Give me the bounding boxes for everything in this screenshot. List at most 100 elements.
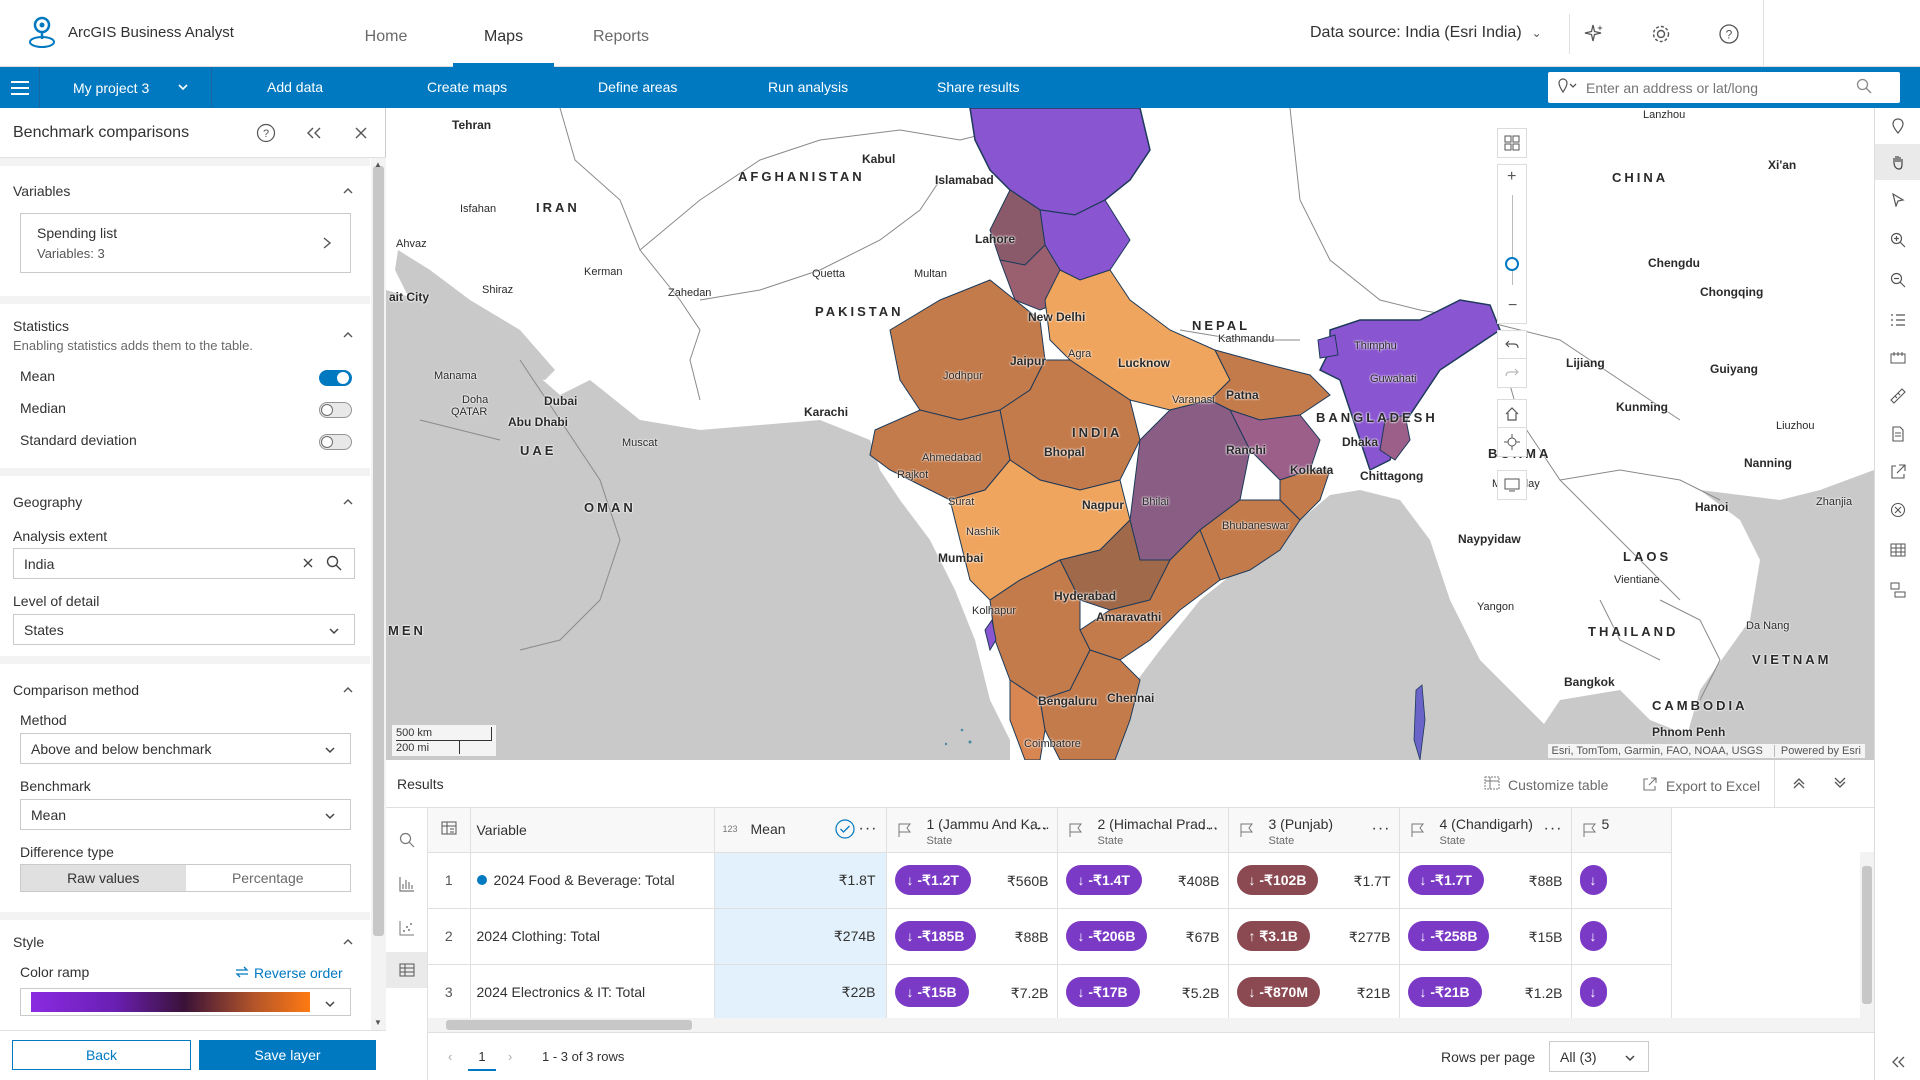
more-options-icon[interactable]: ···	[858, 820, 878, 837]
diff-percentage-option[interactable]: Percentage	[231, 870, 304, 886]
locate-icon[interactable]	[1497, 427, 1527, 457]
customize-table-button[interactable]: Customize table	[1484, 776, 1608, 793]
bar-chart-icon[interactable]	[397, 874, 417, 894]
legend-list-icon[interactable]	[1875, 302, 1920, 338]
map-view[interactable]: Mashhad Tehran Kabul AFGHANISTAN Islamabad Is…	[386, 108, 1874, 760]
pin-icon[interactable]	[1875, 108, 1920, 144]
difference-pill-partial[interactable]: ↓	[1579, 921, 1607, 951]
benchmark-check-icon[interactable]	[834, 819, 855, 842]
state-column-header[interactable]: 3 (Punjab) State ···	[1228, 808, 1400, 853]
method-select[interactable]: Above and below benchmark	[20, 733, 351, 764]
previous-page-icon[interactable]: ‹	[448, 1049, 453, 1064]
analysis-extent-input[interactable]: India	[13, 548, 355, 579]
page-number[interactable]: 1	[468, 1041, 496, 1071]
scroll-down-arrow-icon[interactable]: ▼	[374, 1018, 382, 1027]
scatter-plot-icon[interactable]	[397, 918, 417, 938]
export-excel-button[interactable]: Export to Excel	[1642, 776, 1760, 795]
difference-pill[interactable]: ↓ -₹1.7T	[1407, 865, 1484, 895]
compare-icon[interactable]	[1875, 572, 1920, 608]
help-icon[interactable]: ?	[1705, 14, 1753, 54]
difference-pill[interactable]: ↓ -₹185B	[894, 921, 977, 951]
zoom-to-icon[interactable]	[397, 830, 417, 850]
ai-assistant-icon[interactable]	[1569, 14, 1617, 54]
state-column-header[interactable]: 5	[1571, 808, 1672, 853]
difference-pill[interactable]: ↓ -₹1.2T	[894, 865, 971, 895]
tab-maps[interactable]: Maps	[453, 28, 554, 67]
difference-pill[interactable]: ↑ ₹3.1B	[1236, 921, 1310, 951]
data-source-dropdown[interactable]: Data source: India (Esri India) ⌄	[1310, 24, 1542, 42]
tab-reports[interactable]: Reports	[592, 28, 650, 45]
difference-pill[interactable]: ↓ -₹21B	[1407, 977, 1482, 1007]
difference-pill[interactable]: ↓ -₹258B	[1407, 921, 1490, 951]
expand-rail-icon[interactable]	[1875, 1044, 1920, 1080]
zoom-in-tool-icon[interactable]	[1875, 222, 1920, 258]
chevron-up-icon[interactable]	[342, 495, 354, 511]
table-row[interactable]: 1 2024 Food & Beverage: Total ₹1.8T ↓ -₹1.2…	[428, 852, 1672, 909]
help-icon[interactable]: ?	[255, 122, 277, 144]
rows-per-page-select[interactable]: All (3)	[1549, 1041, 1649, 1072]
undo-icon[interactable]	[1497, 330, 1527, 360]
location-pin-icon[interactable]	[1558, 78, 1578, 97]
diff-raw-values-option[interactable]: Raw values	[21, 865, 186, 891]
collapse-results-icon[interactable]	[1833, 776, 1847, 793]
difference-pill-partial[interactable]: ↓	[1579, 977, 1607, 1007]
panel-scrollbar-thumb[interactable]	[371, 166, 386, 936]
row-options-header[interactable]	[428, 808, 471, 853]
more-options-icon[interactable]: ···	[1200, 820, 1220, 837]
search-icon[interactable]	[1856, 78, 1872, 97]
redo-icon[interactable]	[1497, 358, 1527, 388]
zoom-out-icon[interactable]: −	[1508, 297, 1518, 314]
more-options-icon[interactable]: ···	[1543, 820, 1563, 837]
more-options-icon[interactable]: ···	[1371, 820, 1391, 837]
nav-add-data[interactable]: Add data	[267, 79, 324, 95]
variable-cell[interactable]: 2024 Electronics & IT: Total	[470, 964, 715, 1018]
chevron-up-icon[interactable]	[342, 935, 354, 951]
project-selector[interactable]: My project 3	[40, 67, 212, 108]
back-button[interactable]: Back	[12, 1040, 191, 1070]
spending-list-card[interactable]: Spending list Variables: 3	[20, 213, 351, 273]
difference-pill[interactable]: ↓ -₹206B	[1065, 921, 1148, 951]
nav-create-maps[interactable]: Create maps	[427, 79, 508, 95]
search-input[interactable]	[1586, 79, 1856, 96]
benchmark-select[interactable]: Mean	[20, 799, 351, 830]
collapse-panel-icon[interactable]	[303, 122, 325, 144]
chevron-up-icon[interactable]	[342, 184, 354, 200]
bookmarks-icon[interactable]	[1875, 340, 1920, 376]
basemap-gallery-icon[interactable]	[1497, 128, 1527, 158]
report-document-icon[interactable]	[1875, 416, 1920, 452]
table-grid-icon[interactable]	[1875, 532, 1920, 568]
variable-cell[interactable]: 2024 Food & Beverage: Total	[470, 852, 715, 909]
table-view-icon[interactable]	[386, 952, 427, 988]
state-column-header[interactable]: 4 (Chandigarh) State ···	[1399, 808, 1572, 853]
export-icon[interactable]	[1875, 454, 1920, 490]
save-layer-button[interactable]: Save layer	[199, 1040, 376, 1070]
color-ramp-select[interactable]	[20, 988, 351, 1016]
difference-pill-partial[interactable]: ↓	[1579, 865, 1607, 895]
screenshot-icon[interactable]	[1497, 470, 1527, 500]
powered-by-esri[interactable]: Powered by Esri	[1773, 745, 1861, 757]
difference-pill[interactable]: ↓ -₹1.4T	[1065, 865, 1142, 895]
more-options-icon[interactable]: ···	[1029, 820, 1049, 837]
search-icon[interactable]	[326, 555, 342, 574]
nav-run-analysis[interactable]: Run analysis	[768, 79, 849, 95]
measure-ruler-icon[interactable]	[1875, 378, 1920, 414]
zoom-slider-track[interactable]	[1512, 195, 1513, 285]
chevron-up-icon[interactable]	[342, 683, 354, 699]
table-vertical-scrollbar[interactable]	[1860, 852, 1874, 1032]
mean-column-header[interactable]: 123 Mean ···	[714, 808, 887, 853]
location-search[interactable]	[1548, 72, 1900, 103]
tab-home[interactable]: Home	[364, 28, 408, 45]
reverse-order-link[interactable]: Reverse order	[235, 965, 343, 981]
h-scroll-thumb[interactable]	[446, 1020, 692, 1030]
zoom-in-icon[interactable]: +	[1507, 168, 1517, 185]
stat-mean-toggle[interactable]	[319, 370, 352, 386]
home-icon[interactable]	[1497, 399, 1527, 429]
scroll-up-arrow-icon[interactable]: ▲	[374, 160, 382, 169]
variable-cell[interactable]: 2024 Clothing: Total	[470, 908, 715, 965]
level-of-detail-select[interactable]: States	[13, 614, 355, 645]
maximize-results-icon[interactable]	[1792, 776, 1806, 793]
next-page-icon[interactable]: ›	[508, 1049, 513, 1064]
hamburger-menu-icon[interactable]	[0, 67, 40, 108]
table-horizontal-scrollbar[interactable]	[428, 1018, 1860, 1032]
select-pointer-icon[interactable]	[1875, 182, 1920, 218]
